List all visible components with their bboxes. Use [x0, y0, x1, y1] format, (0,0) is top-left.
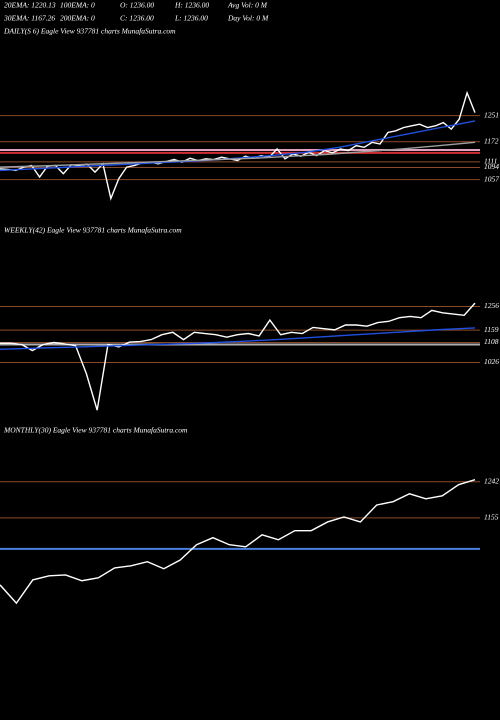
header-stat: Avg Vol: 0 M — [227, 1, 268, 10]
y-tick-label: 1159 — [484, 325, 499, 334]
y-tick-label: 1242 — [484, 477, 499, 486]
price-line — [0, 90, 476, 201]
price-line — [0, 302, 476, 411]
header-stat: H: 1236.00 — [174, 1, 209, 10]
price-line — [0, 120, 476, 172]
header-stat: O: 1236.00 — [120, 1, 154, 10]
header-stat: C: 1236.00 — [120, 14, 154, 23]
price-line — [0, 327, 476, 351]
y-tick-label: 1108 — [484, 337, 499, 346]
price-line — [0, 141, 476, 168]
y-tick-label: 1026 — [484, 357, 499, 366]
header-stat: 30EMA: 1167.26 — [3, 14, 55, 23]
panel-title: DAILY(S 6) Eagle View 937781 charts Muna… — [3, 27, 176, 36]
header-stat: 200EMA: 0 — [60, 14, 95, 23]
header-stat: 100EMA: 0 — [60, 1, 95, 10]
panel-title: MONTHLY(30) Eagle View 937781 charts Mun… — [3, 426, 188, 435]
panel-title: WEEKLY(42) Eagle View 937781 charts Muna… — [4, 226, 182, 235]
header-stat: Day Vol: 0 M — [227, 14, 269, 23]
header-stat: L: 1236.00 — [174, 14, 208, 23]
y-tick-label: 1155 — [484, 513, 499, 522]
y-tick-label: 1094 — [484, 162, 499, 171]
y-tick-label: 1057 — [484, 174, 499, 183]
header-stat: 20EMA: 1220.13 — [4, 1, 56, 10]
y-tick-label: 1251 — [484, 110, 499, 119]
price-line — [0, 479, 476, 605]
y-tick-label: 1256 — [484, 301, 499, 310]
y-tick-label: 1111 — [484, 157, 497, 166]
y-tick-label: 1172 — [484, 136, 499, 145]
